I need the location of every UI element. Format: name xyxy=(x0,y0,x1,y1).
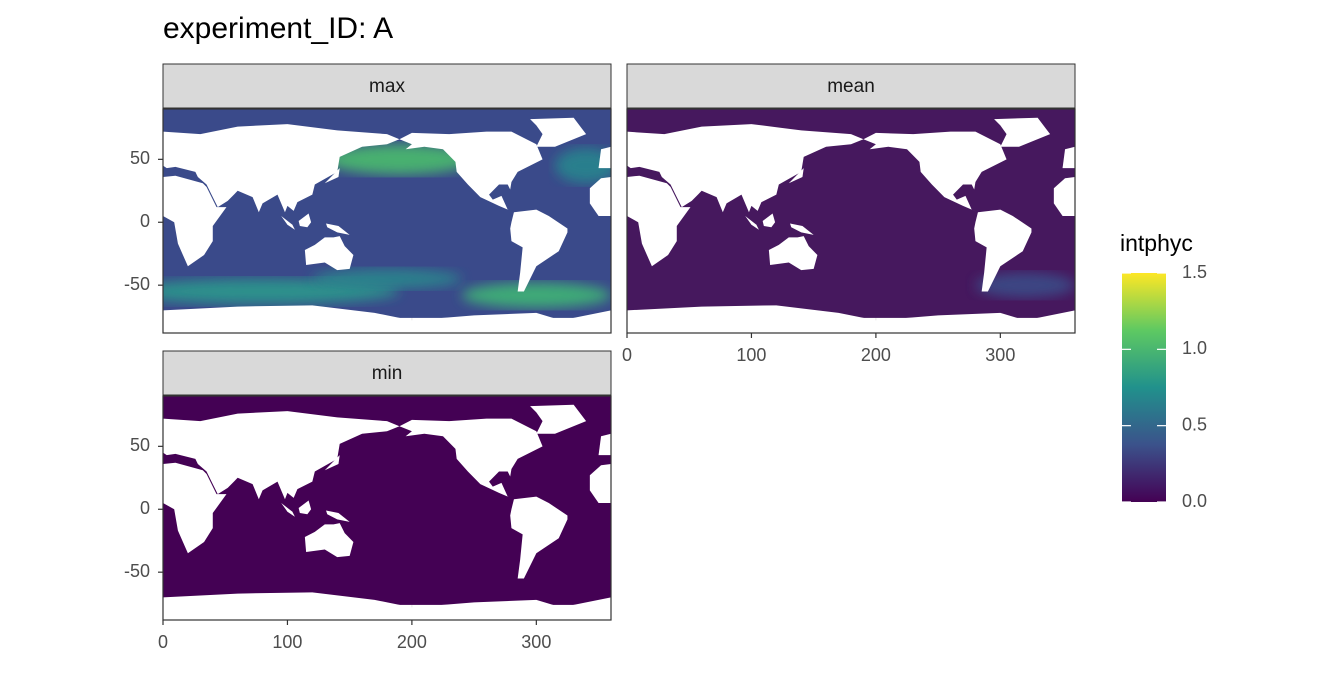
land xyxy=(163,462,227,554)
strip-label: min xyxy=(372,363,403,384)
raster xyxy=(163,396,611,620)
strip-label: mean xyxy=(827,76,875,97)
legend-title: intphyc xyxy=(1120,230,1193,256)
x-tick-label: 300 xyxy=(521,632,551,652)
land xyxy=(762,213,776,228)
x-tick-label: 100 xyxy=(736,345,766,365)
land xyxy=(627,305,1075,333)
y-tick-label: 0 xyxy=(140,498,150,518)
land xyxy=(326,510,350,522)
land xyxy=(1062,146,1075,169)
y-tick-label: 50 xyxy=(130,435,150,455)
land xyxy=(326,223,350,235)
land xyxy=(298,213,312,228)
land xyxy=(324,455,340,471)
land xyxy=(627,175,691,267)
land xyxy=(598,433,611,456)
land xyxy=(324,168,340,184)
land xyxy=(304,236,354,271)
raster xyxy=(627,109,1075,333)
land xyxy=(399,131,543,213)
highlight xyxy=(324,144,475,175)
legend-tick-label: 1.5 xyxy=(1182,262,1207,282)
legend-tick-label: 1.0 xyxy=(1182,338,1207,358)
legend-tick-label: 0.5 xyxy=(1182,414,1207,434)
raster xyxy=(163,109,611,333)
y-tick-label: -50 xyxy=(124,561,150,581)
land xyxy=(281,502,295,517)
land xyxy=(163,124,400,213)
land xyxy=(530,404,587,434)
land xyxy=(790,223,814,235)
land xyxy=(768,236,818,271)
land xyxy=(163,411,400,500)
strip xyxy=(162,63,612,109)
x-tick-label: 300 xyxy=(985,345,1015,365)
y-tick-label: 50 xyxy=(130,148,150,168)
land xyxy=(281,215,295,230)
highlight xyxy=(555,148,611,184)
land xyxy=(974,209,1032,292)
land xyxy=(510,496,568,579)
x-tick-label: 0 xyxy=(622,345,632,365)
x-tick-label: 100 xyxy=(272,632,302,652)
facet-panel: max -50 0 50 xyxy=(124,63,612,334)
land xyxy=(745,215,759,230)
strip xyxy=(626,63,1076,109)
land xyxy=(994,117,1051,147)
colorbar xyxy=(1122,273,1166,502)
land xyxy=(589,176,611,216)
land xyxy=(627,124,864,213)
land xyxy=(589,463,611,503)
facet-panel: min -50 0 50 0 100 200 300 xyxy=(124,350,612,652)
land xyxy=(304,523,354,558)
land xyxy=(510,209,568,292)
chart-title: experiment_ID: A xyxy=(163,12,393,45)
highlight xyxy=(975,272,1075,298)
land xyxy=(298,500,312,515)
panel-border xyxy=(626,108,1076,334)
legend-tick-label: 0.0 xyxy=(1182,491,1207,511)
land xyxy=(163,305,611,333)
panel-border xyxy=(162,395,612,621)
strip-label: max xyxy=(369,76,405,97)
land xyxy=(163,175,227,267)
facet-panel: mean 0 100 200 300 xyxy=(622,63,1076,365)
land xyxy=(788,168,804,184)
land xyxy=(1053,176,1075,216)
highlight xyxy=(461,282,611,308)
y-tick-label: 0 xyxy=(140,211,150,231)
land xyxy=(863,131,1007,213)
x-tick-label: 200 xyxy=(397,632,427,652)
x-tick-label: 0 xyxy=(158,632,168,652)
land xyxy=(530,117,587,147)
y-tick-label: -50 xyxy=(124,274,150,294)
land xyxy=(399,418,543,500)
x-tick-label: 200 xyxy=(861,345,891,365)
land xyxy=(598,146,611,169)
panel-border xyxy=(162,108,612,334)
land xyxy=(163,592,611,620)
highlight xyxy=(312,268,462,289)
strip xyxy=(162,350,612,396)
